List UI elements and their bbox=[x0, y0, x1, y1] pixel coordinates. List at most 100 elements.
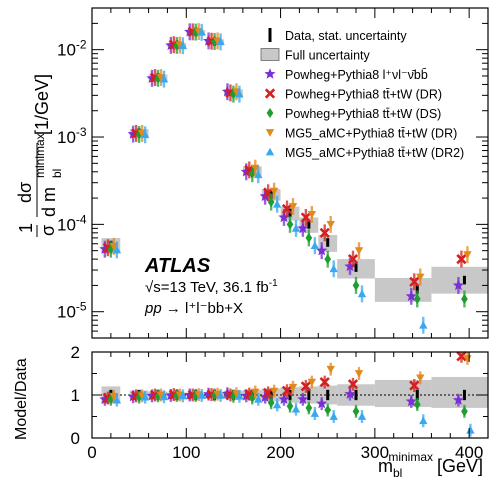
model-point bbox=[269, 187, 279, 196]
ratio-point bbox=[254, 395, 263, 403]
ratio-point bbox=[263, 387, 274, 398]
model-point bbox=[344, 260, 356, 272]
model-point bbox=[297, 222, 309, 234]
x-tick-label: 100 bbox=[172, 443, 200, 462]
model-point bbox=[352, 280, 360, 291]
model-point bbox=[416, 273, 425, 282]
model-point-stroke-b bbox=[319, 227, 330, 238]
model-point bbox=[463, 251, 472, 259]
model-point-stroke-b bbox=[300, 212, 311, 223]
main-frame bbox=[91, 7, 489, 339]
main-y-tick-base: 10 bbox=[57, 303, 76, 322]
ratio-y-axis-title: Model/Data bbox=[13, 358, 30, 440]
model-point bbox=[192, 27, 200, 38]
ratio-point bbox=[269, 387, 279, 396]
ratio-point bbox=[352, 406, 360, 417]
legend-label: Full uncertainty bbox=[285, 49, 371, 63]
model-point bbox=[203, 35, 215, 46]
model-point-stroke-b bbox=[347, 254, 359, 265]
ratio-point bbox=[178, 391, 188, 400]
ratio-point bbox=[409, 380, 420, 391]
main-panel: 10-210-310-410-5 bbox=[57, 7, 489, 339]
main-y-tick-exp: -3 bbox=[76, 125, 87, 139]
y-title-unit: [1/GeV] bbox=[32, 74, 52, 135]
model-point-stroke-b bbox=[456, 254, 467, 265]
legend-marker-stroke-b bbox=[264, 88, 276, 99]
legend-label: Powheg+Pythia8 tt̄+tW (DS) bbox=[285, 107, 441, 121]
ratio-point bbox=[461, 406, 468, 417]
model-point bbox=[286, 219, 294, 230]
x-title-sub: bl bbox=[393, 466, 402, 480]
ratio-point-stroke-b bbox=[347, 379, 359, 390]
ratio-point bbox=[288, 383, 298, 392]
process-label: pp → l⁺l⁻bb+X bbox=[144, 300, 243, 317]
ratio-point bbox=[344, 388, 356, 399]
data-points bbox=[99, 23, 472, 334]
ratio-point bbox=[230, 391, 237, 402]
ratio-point bbox=[184, 389, 196, 400]
model-point bbox=[235, 89, 244, 98]
ratio-point bbox=[146, 390, 158, 401]
model-point bbox=[127, 128, 139, 139]
experiment-labels: ATLAS √s=13 TeV, 36.1 fb-1 pp → l⁺l⁻bb+X bbox=[144, 255, 278, 317]
model-point bbox=[300, 212, 311, 223]
model-point bbox=[310, 241, 320, 250]
x-tick-label: 300 bbox=[361, 443, 389, 462]
ratio-point bbox=[319, 376, 330, 388]
ratio-point bbox=[310, 409, 320, 417]
model-point bbox=[178, 41, 188, 50]
model-point bbox=[319, 227, 330, 238]
legend-label: Powheg+Pythia8 l⁺νl⁻ν̄bb̄ bbox=[285, 68, 428, 82]
main-y-tick-base: 10 bbox=[57, 41, 76, 60]
process-arrow: → bbox=[162, 300, 185, 317]
y-title-frac-num: 1 bbox=[16, 223, 36, 233]
main-y-tick-base: 10 bbox=[57, 128, 76, 147]
ratio-point bbox=[329, 412, 338, 420]
model-point bbox=[452, 279, 464, 291]
model-point bbox=[461, 293, 468, 304]
model-point bbox=[329, 264, 338, 273]
main-y-tick-exp: -5 bbox=[76, 300, 87, 314]
main-y-tick-label: 10-2 bbox=[57, 38, 87, 60]
y-title-num: dσ bbox=[15, 182, 35, 203]
process-final: l⁺l⁻bb+X bbox=[185, 300, 243, 317]
ratio-point bbox=[300, 381, 311, 392]
model-point bbox=[230, 89, 237, 100]
ratio-point bbox=[297, 393, 309, 405]
model-point bbox=[197, 28, 206, 36]
ratio-point bbox=[211, 389, 218, 401]
x-axis-title: mbl minimax [GeV] bbox=[378, 450, 483, 480]
ratio-point bbox=[251, 388, 260, 397]
model-point bbox=[409, 276, 420, 287]
model-point bbox=[146, 72, 158, 84]
model-point bbox=[112, 245, 122, 254]
ratio-point bbox=[248, 392, 256, 404]
ratio-point bbox=[203, 388, 215, 399]
x-tick-label: 0 bbox=[87, 443, 96, 462]
model-point bbox=[419, 321, 428, 329]
model-point bbox=[307, 211, 317, 219]
model-point bbox=[288, 203, 298, 211]
x-tick-label: 200 bbox=[266, 443, 294, 462]
ratio-point bbox=[140, 392, 150, 401]
ratio-point bbox=[281, 385, 293, 396]
model-point bbox=[159, 74, 169, 83]
ratio-point bbox=[357, 412, 367, 420]
ratio-point bbox=[267, 397, 275, 408]
x-title-main: m bbox=[378, 456, 393, 476]
legend-marker bbox=[266, 107, 274, 119]
ratio-point bbox=[405, 395, 417, 407]
ratio-point bbox=[305, 402, 313, 413]
main-y-tick-label: 10-5 bbox=[57, 300, 87, 322]
model-point bbox=[347, 254, 359, 265]
ratio-point bbox=[286, 401, 294, 412]
main-y-tick-label: 10-3 bbox=[57, 125, 87, 147]
model-point bbox=[211, 36, 218, 47]
model-point bbox=[357, 289, 367, 298]
ratio-point bbox=[324, 405, 332, 416]
ratio-point-stroke-b bbox=[409, 380, 420, 391]
ratio-point bbox=[456, 351, 467, 362]
model-point bbox=[456, 254, 467, 265]
ratio-point-stroke-b bbox=[456, 351, 467, 362]
ratio-axis-ticks: 0 100 200 300 400 0 1 2 bbox=[71, 343, 489, 462]
